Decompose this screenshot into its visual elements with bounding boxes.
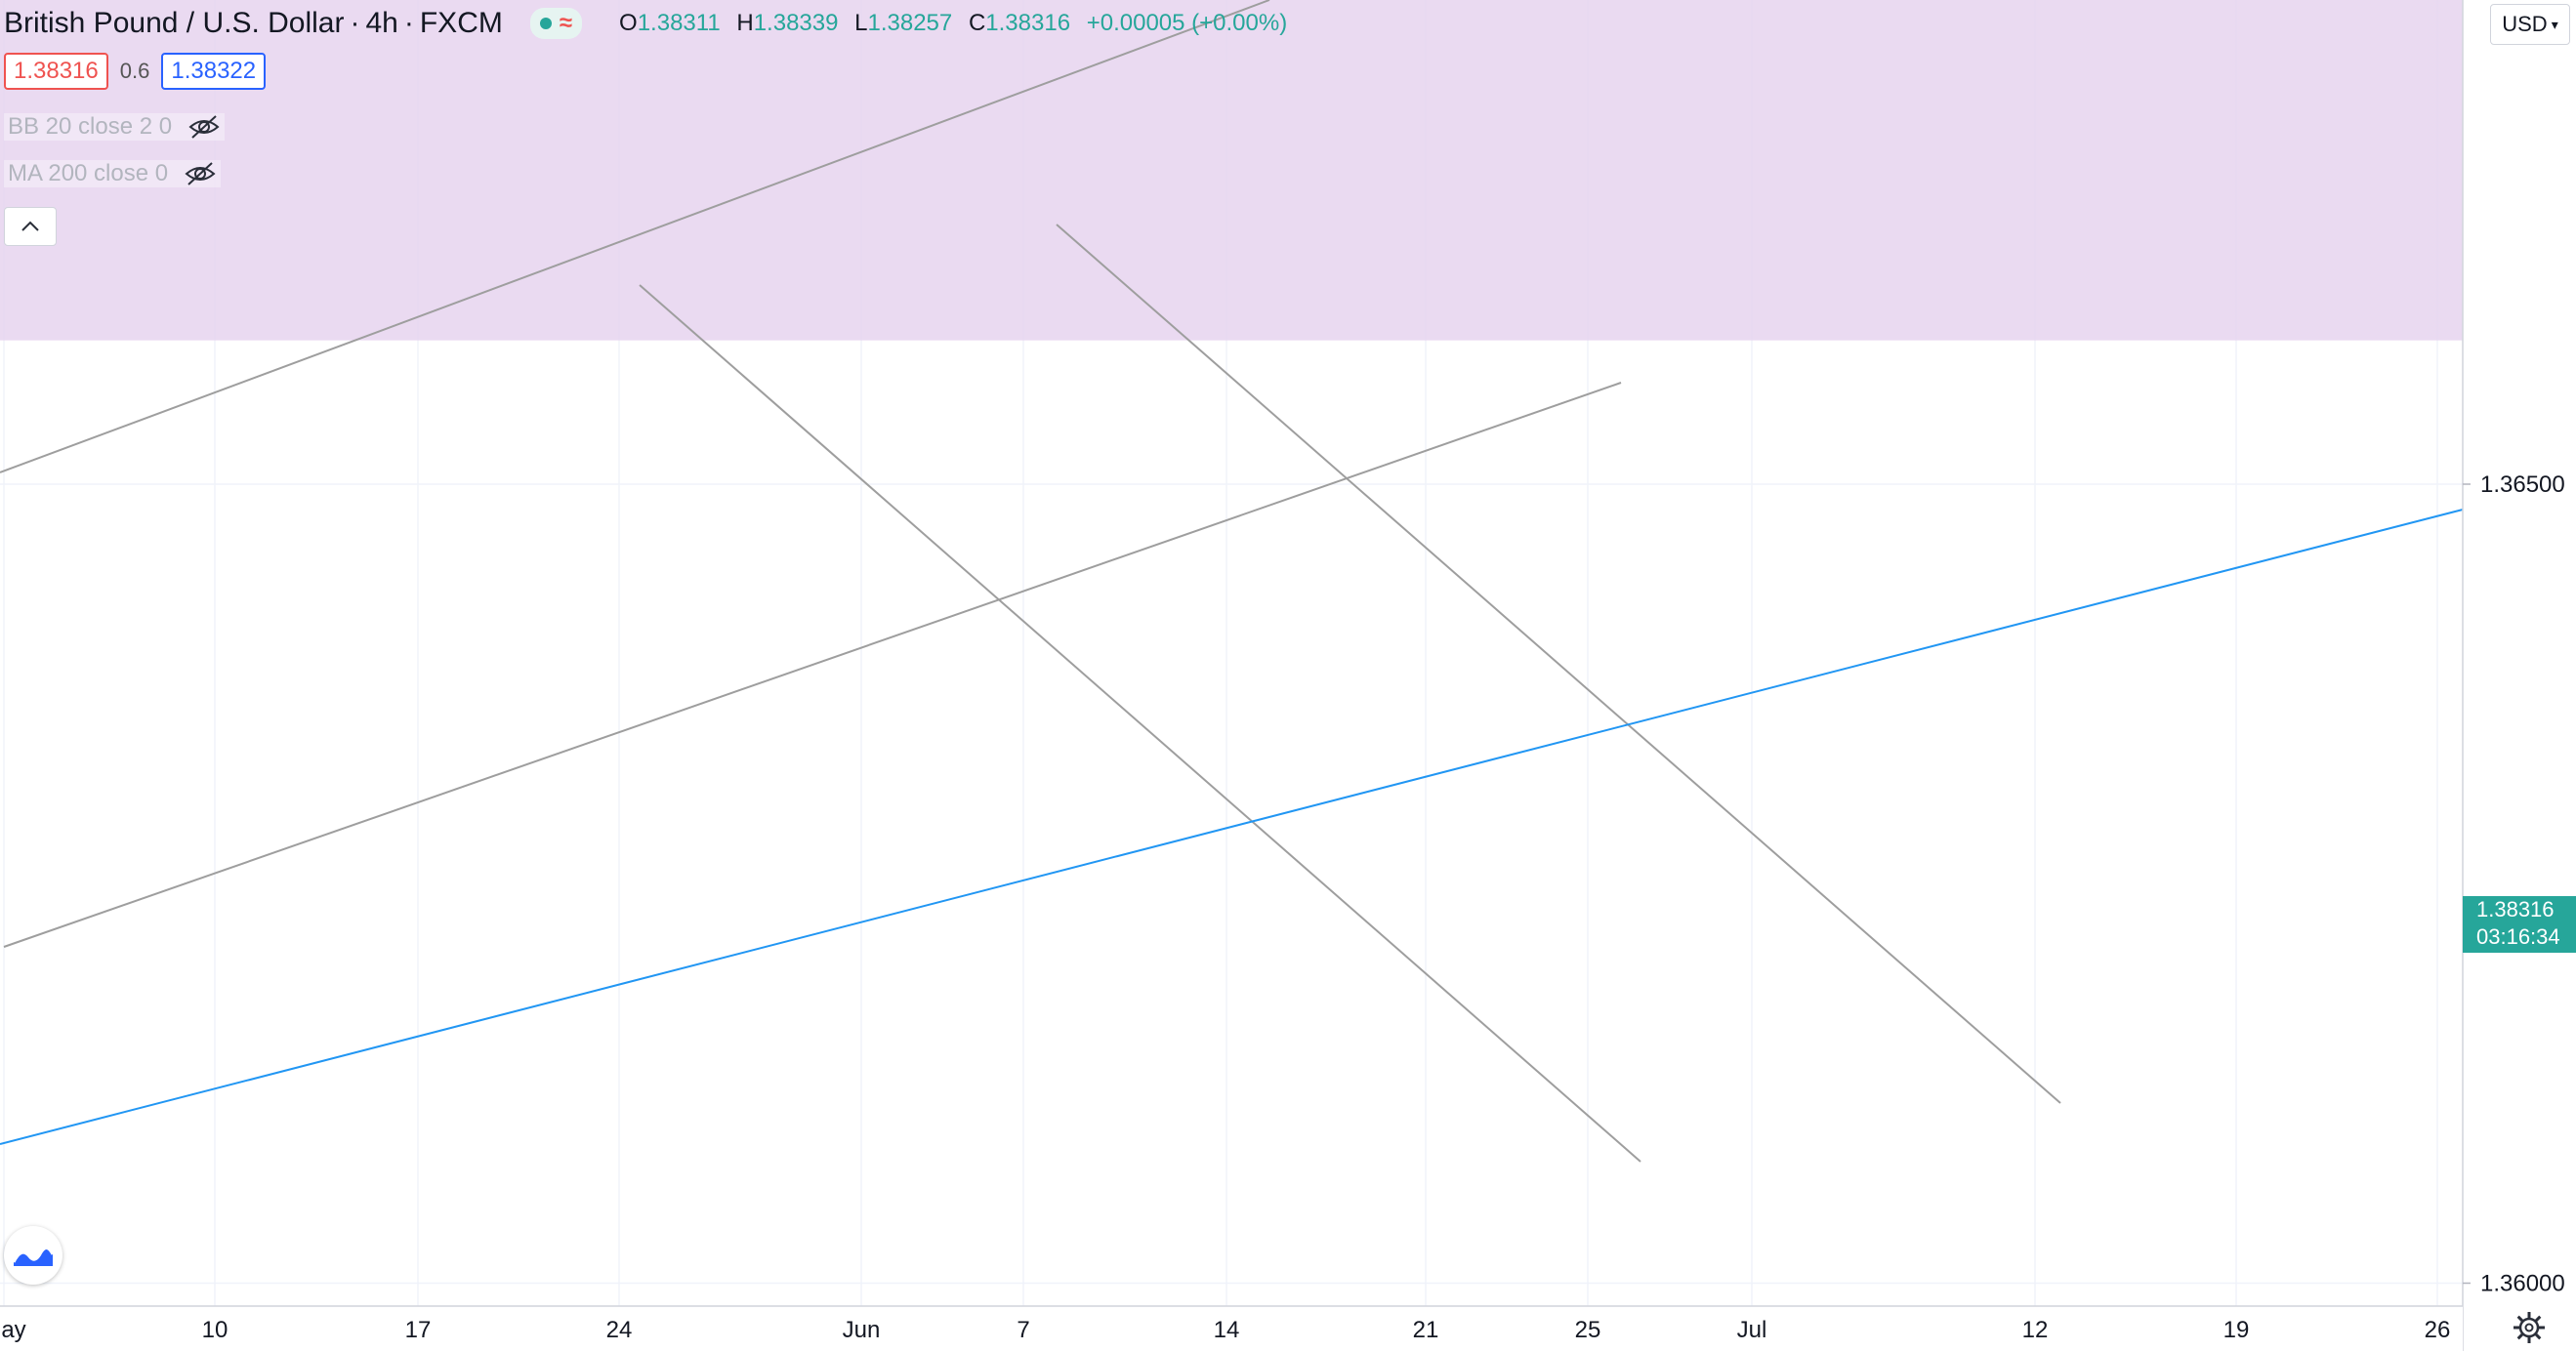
time-tick-label: 10 (202, 1317, 229, 1343)
price-axis[interactable]: 1.435001.430001.425001.420001.415001.410… (2462, 0, 2576, 1351)
last-price-label: 1.38316 03:16:34 (2463, 896, 2576, 953)
time-axis-bg (0, 1306, 2463, 1351)
price-axis-bg (2463, 0, 2576, 1351)
currency-selector[interactable]: USD ▾ (2490, 4, 2570, 45)
time-axis[interactable]: May 10 17 24 Jun 7 14 21 25 Jul 12 19 26 (0, 1305, 2463, 1351)
eye-off-icon[interactable] (187, 114, 221, 140)
blue-trendline[interactable] (0, 509, 2464, 1145)
last-price-value: 1.38316 (2476, 897, 2555, 921)
ohlc-readout: O1.38311 H1.38339 L1.38257 C1.38316 +0.0… (609, 10, 1287, 37)
sync-wave-icon: ≈ (559, 10, 573, 36)
time-tick-label: 12 (2022, 1317, 2049, 1343)
market-status-pill[interactable]: ≈ (529, 8, 583, 39)
time-tick-label: Jul (1737, 1317, 1767, 1343)
time-tick-label: 14 (1214, 1317, 1240, 1343)
close-key: C (968, 10, 986, 36)
indicator-label: BB 20 close 2 0 (8, 113, 173, 140)
exchange-label: FXCM (419, 7, 503, 39)
symbol-header: British Pound / U.S. Dollar · 4h · FXCM … (4, 2, 1287, 45)
header-separator: · (403, 7, 414, 39)
time-tick-label: 24 (606, 1317, 633, 1343)
time-tick-label: 17 (405, 1317, 432, 1343)
buy-button[interactable]: 1.38322 (161, 53, 267, 90)
collapse-legend-button[interactable] (4, 207, 57, 246)
trade-buttons: 1.38316 0.6 1.38322 (4, 53, 267, 90)
indicator-moving-average[interactable]: MA 200 close 0 (4, 160, 222, 187)
trendline[interactable] (639, 284, 1641, 1163)
time-tick-label: 21 (1413, 1317, 1439, 1343)
trendline[interactable] (1056, 224, 2061, 1104)
time-tick-label: 26 (2425, 1317, 2451, 1343)
open-key: O (619, 10, 638, 36)
header-separator: · (350, 7, 360, 39)
chevron-down-icon: ▾ (2551, 16, 2558, 32)
low-value: 1.38257 (867, 10, 953, 36)
price-tick-label: 1.36500 (2480, 471, 2565, 498)
chevron-up-icon (21, 221, 39, 231)
market-open-icon (539, 18, 552, 29)
bar-countdown: 03:16:34 (2476, 924, 2560, 949)
high-key: H (736, 10, 754, 36)
sell-button[interactable]: 1.38316 (4, 53, 108, 90)
trendline[interactable] (3, 382, 1622, 948)
price-tick-label: 1.36000 (2480, 1271, 2565, 1297)
symbol-name[interactable]: British Pound / U.S. Dollar (4, 7, 345, 39)
time-tick-label: May (0, 1317, 26, 1343)
change-value: +0.00005 (+0.00%) (1086, 10, 1288, 36)
time-tick-label: Jun (843, 1317, 881, 1343)
price-zone (0, 0, 2463, 341)
interval-label[interactable]: 4h (365, 7, 398, 39)
currency-label: USD (2502, 12, 2548, 36)
gear-icon[interactable] (2510, 1308, 2549, 1347)
time-tick-label: 25 (1575, 1317, 1601, 1343)
open-value: 1.38311 (637, 10, 721, 36)
supply-demand-zones (0, 0, 2463, 341)
tradingview-logo-icon[interactable] (4, 1226, 62, 1285)
trendline-drawings[interactable] (0, 0, 2464, 1163)
close-value: 1.38316 (985, 10, 1071, 36)
spread-value: 0.6 (119, 59, 150, 83)
time-tick-label: 19 (2223, 1317, 2250, 1343)
eye-off-icon[interactable] (184, 161, 217, 186)
logo-glyph (12, 1247, 55, 1266)
indicator-label: MA 200 close 0 (8, 160, 169, 186)
low-key: L (854, 10, 868, 36)
trendline[interactable] (0, 0, 1270, 473)
time-tick-label: 7 (1017, 1317, 1029, 1343)
high-value: 1.38339 (753, 10, 839, 36)
indicator-bollinger[interactable]: BB 20 close 2 0 (4, 113, 226, 141)
